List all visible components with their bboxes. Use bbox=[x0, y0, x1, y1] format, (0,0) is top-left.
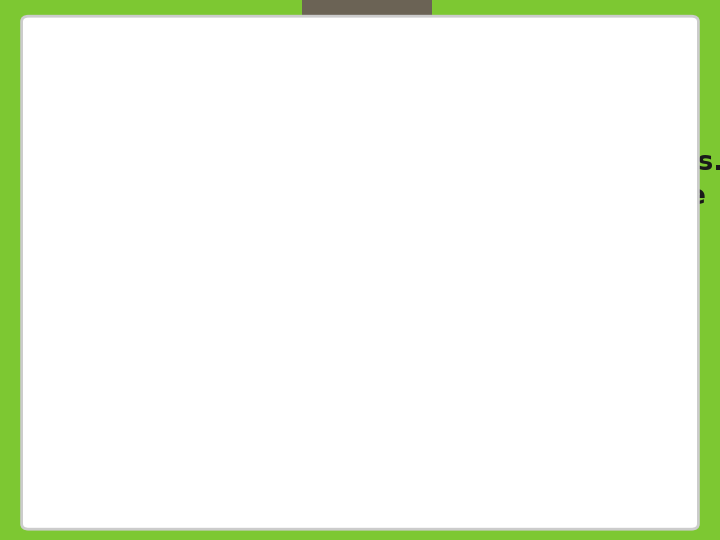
Text: Percent Error =: Percent Error = bbox=[72, 316, 300, 340]
Text: 6.: 6. bbox=[58, 116, 86, 142]
Text: 60.0 g – 51.0 g: 60.0 g – 51.0 g bbox=[277, 426, 484, 449]
Text: x 100: x 100 bbox=[497, 426, 600, 449]
Text: Percent Error = 15%: Percent Error = 15% bbox=[72, 539, 360, 540]
Text: Percent Error =: Percent Error = bbox=[72, 426, 300, 449]
Text: x 100: x 100 bbox=[533, 316, 636, 340]
Text: Prologue Review: Prologue Review bbox=[124, 57, 596, 105]
Text: A student measured the mass of a
rock sample and recorded it as 51 grams.
Later : A student measured the mass of a rock sa… bbox=[104, 116, 720, 278]
Text: Accepted: Accepted bbox=[280, 367, 411, 391]
Text: Accepted – Measured: Accepted – Measured bbox=[277, 316, 577, 340]
Text: 60.0 g: 60.0 g bbox=[302, 477, 390, 501]
